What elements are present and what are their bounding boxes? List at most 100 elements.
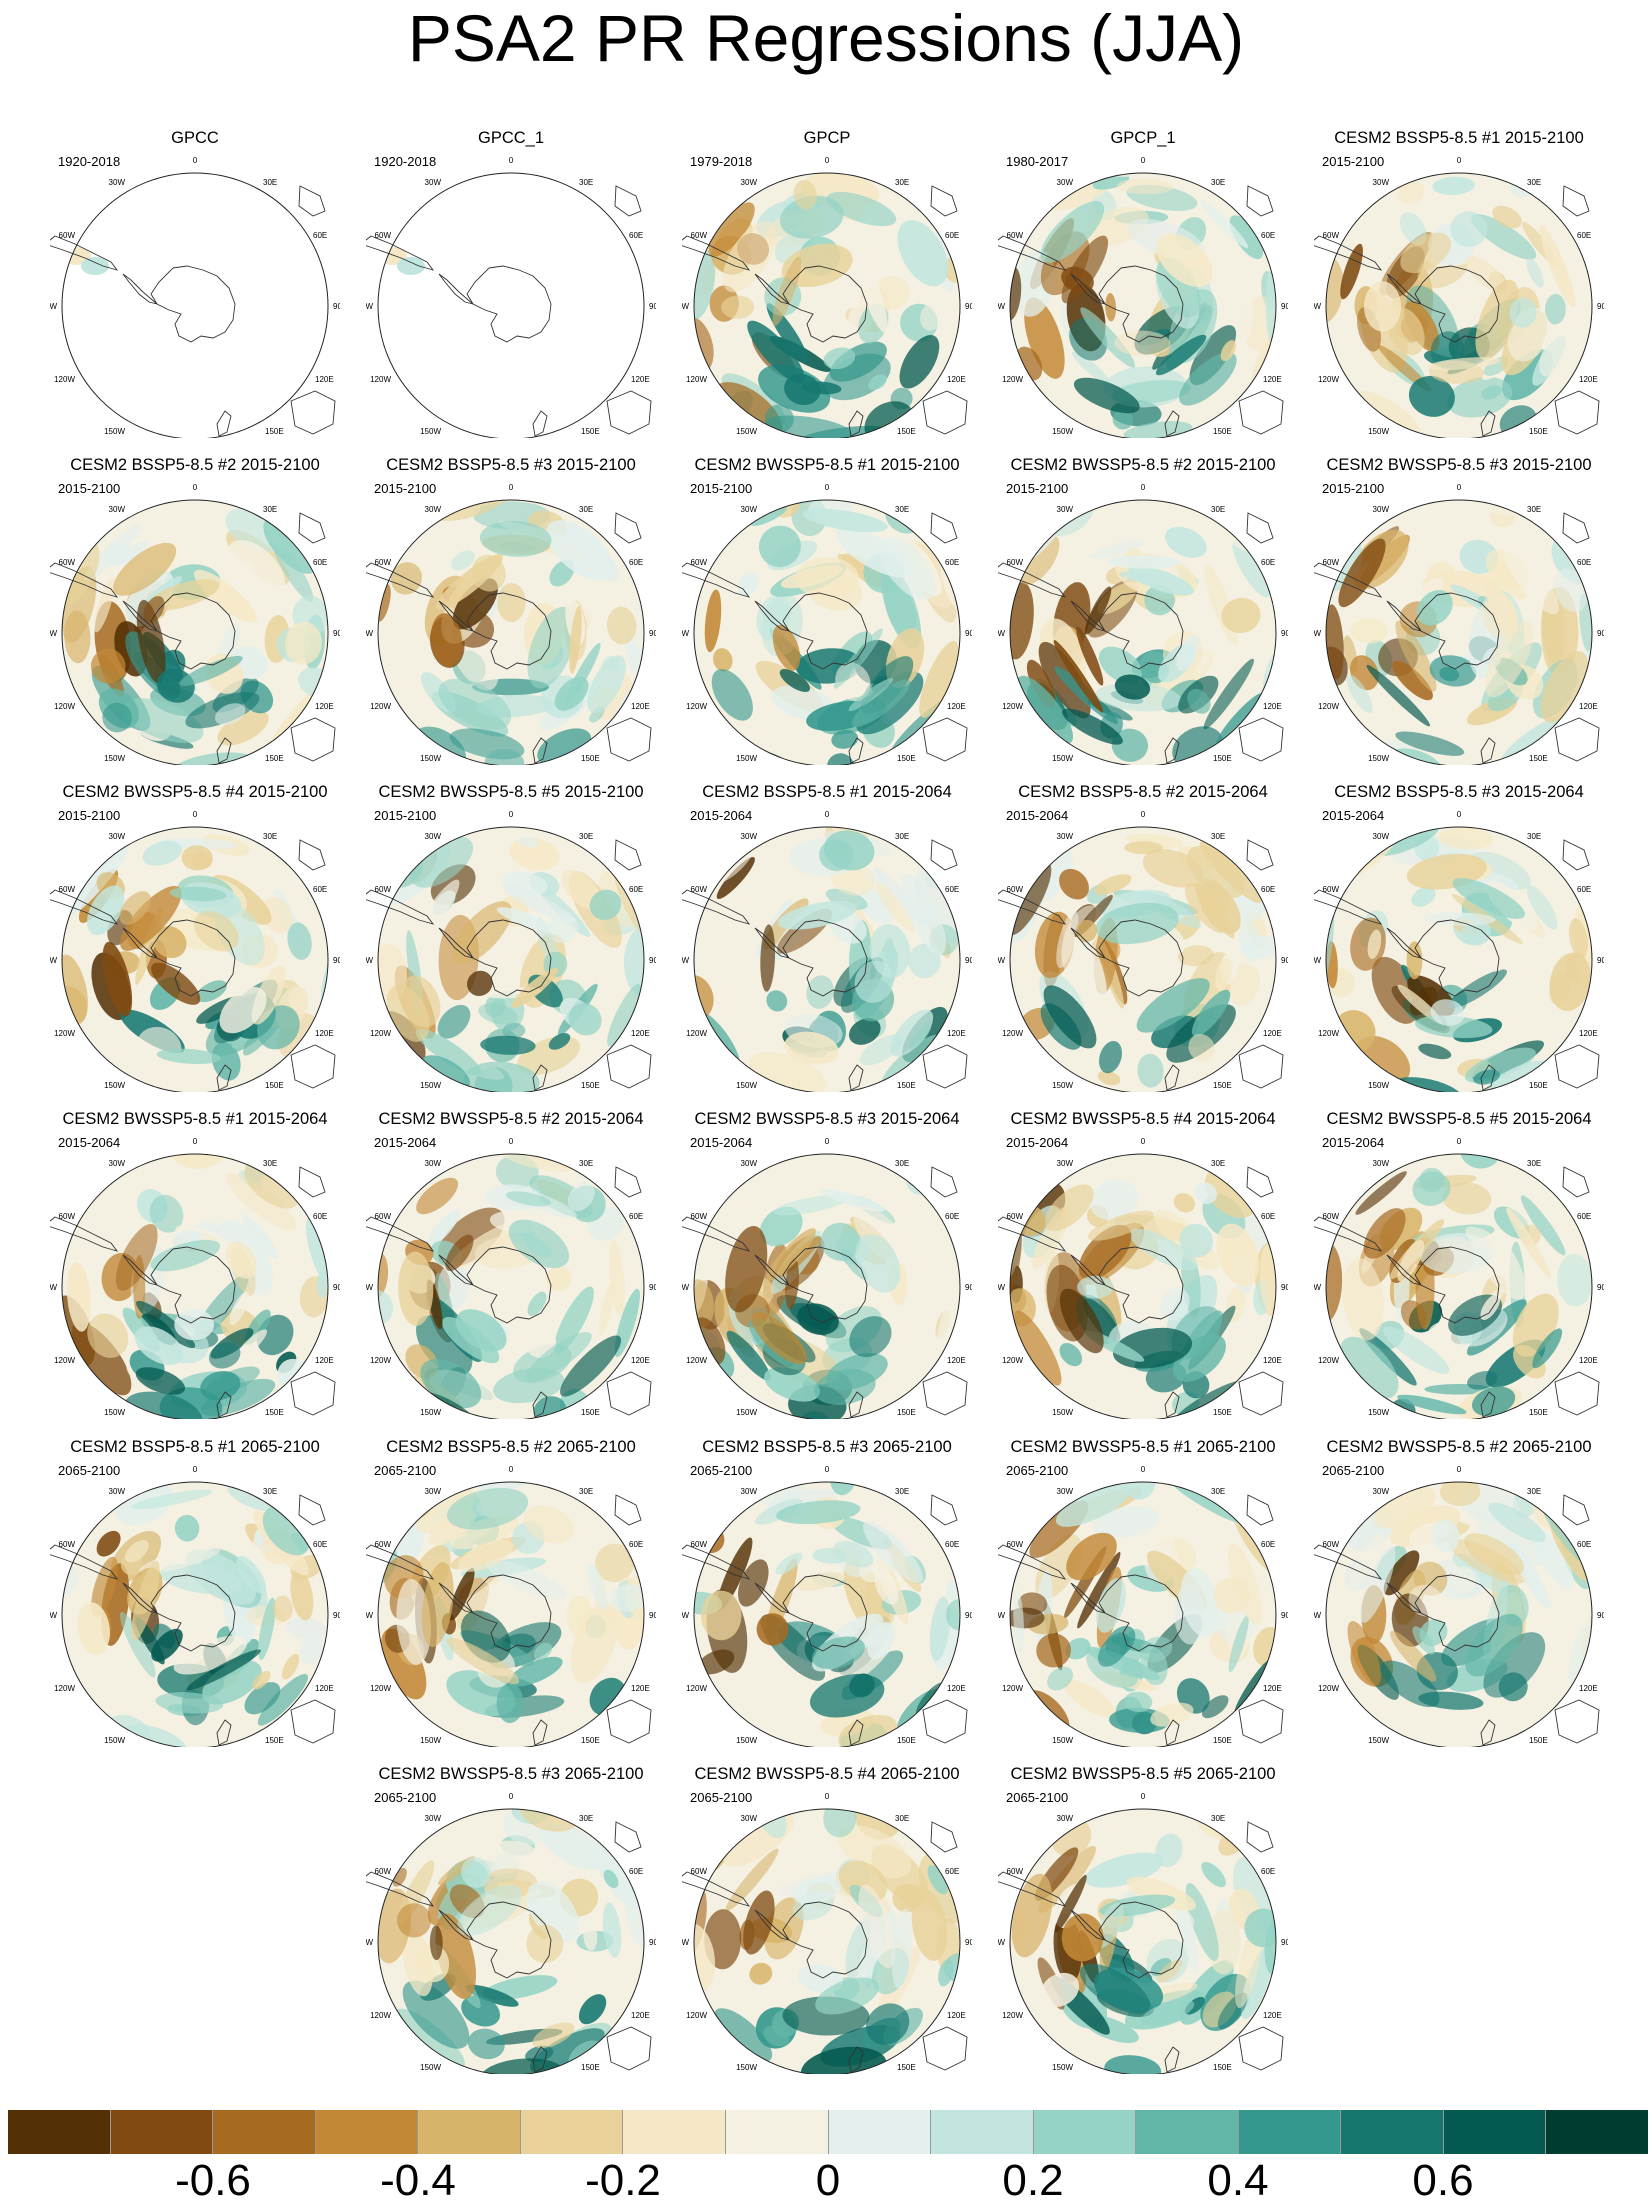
longitude-label: 150W — [1052, 1081, 1073, 1090]
regression-blob — [809, 1673, 885, 1718]
colorbar-cell — [213, 2110, 316, 2154]
regression-blob — [285, 621, 322, 665]
map-panel: CESM2 BWSSP5-8.5 #2 2015-2100 2015-2100 0 1… — [998, 455, 1288, 765]
regression-blob — [1013, 1589, 1024, 1653]
regression-blob — [1465, 255, 1508, 294]
regression-blob — [446, 1637, 520, 1685]
regression-blob — [1439, 666, 1460, 682]
polar-map: 018030E60E90E120E150E30W60W90W120W150W — [1314, 1465, 1604, 1747]
longitude-label: 30W — [425, 1159, 442, 1168]
longitude-label: 30E — [263, 505, 277, 514]
regression-blob — [151, 1628, 183, 1662]
regression-blob — [1480, 1293, 1501, 1321]
longitude-label: 60E — [629, 231, 643, 240]
regression-blob — [1203, 658, 1254, 730]
longitude-label: 30E — [895, 1487, 909, 1496]
longitude-label: 90W — [366, 629, 373, 638]
panel-title: CESM2 BWSSP5-8.5 #5 2015-2064 — [1326, 1110, 1592, 1128]
longitude-label: 30E — [895, 505, 909, 514]
longitude-label: 150W — [736, 2063, 757, 2072]
longitude-label: 30E — [579, 178, 593, 187]
regression-blob — [131, 1560, 160, 1641]
longitude-label: 0 — [509, 156, 514, 165]
regression-blob — [1095, 902, 1179, 945]
regression-blob — [242, 1214, 278, 1259]
longitude-label: 30W — [741, 1814, 758, 1823]
regression-blob — [560, 1335, 622, 1397]
regression-blob — [416, 1315, 473, 1376]
regression-blob — [1024, 297, 1065, 379]
regression-blob — [1157, 1959, 1183, 1983]
regression-blob — [785, 1257, 799, 1310]
regression-blob — [1076, 626, 1104, 686]
regression-blob — [153, 926, 187, 959]
longitude-label: 150E — [1529, 427, 1548, 436]
regression-blob — [1471, 213, 1537, 260]
regression-blob — [150, 1239, 221, 1272]
longitude-label: 120E — [631, 2011, 650, 2020]
longitude-label: 0 — [1141, 1465, 1146, 1474]
regression-blob — [71, 1322, 132, 1396]
polar-map: 018030E60E90E120E150E30W60W90W120W150W — [50, 1465, 340, 1747]
longitude-label: 120W — [370, 1684, 391, 1693]
longitude-label: 150W — [104, 427, 125, 436]
regression-blob — [1128, 1228, 1198, 1271]
regression-blob — [1532, 1328, 1563, 1369]
regression-blob — [1346, 674, 1373, 713]
longitude-label: 30W — [1373, 832, 1390, 841]
longitude-label: 120W — [54, 1684, 75, 1693]
longitude-label: 30W — [741, 1487, 758, 1496]
panel-title: GPCP_1 — [1110, 129, 1176, 147]
regression-blob — [593, 1840, 642, 1909]
regression-blob — [722, 221, 777, 293]
longitude-label: 30W — [425, 832, 442, 841]
regression-blob — [208, 1342, 241, 1369]
longitude-label: 0 — [509, 1465, 514, 1474]
panel-title: CESM2 BWSSP5-8.5 #4 2065-2100 — [694, 1765, 960, 1783]
regression-blob — [539, 1821, 605, 1871]
longitude-label: 60E — [1577, 1540, 1591, 1549]
regression-blob — [747, 320, 805, 384]
regression-blob — [1509, 297, 1537, 328]
regression-blob — [927, 1865, 948, 1895]
panel-title: CESM2 BWSSP5-8.5 #4 2015-2064 — [1010, 1110, 1276, 1128]
regression-blob — [1498, 1672, 1528, 1702]
regression-blob — [1187, 688, 1211, 714]
coastline — [998, 1821, 1284, 2073]
regression-blob — [546, 520, 614, 581]
map-boundary — [377, 826, 645, 1092]
regression-blob — [1196, 636, 1215, 674]
longitude-label: 120E — [1579, 702, 1598, 711]
longitude-label: 120E — [1579, 1029, 1598, 1038]
panel-years: 2015-2064 — [1322, 1135, 1385, 1150]
longitude-label: 150E — [1213, 427, 1232, 436]
longitude-label: 0 — [825, 156, 830, 165]
longitude-label: 60E — [945, 1212, 959, 1221]
longitude-label: 150E — [1213, 2063, 1232, 2072]
regression-blob — [1465, 1613, 1523, 1677]
coastline — [50, 839, 336, 1091]
longitude-label: 150W — [104, 754, 125, 763]
regression-blob — [282, 1653, 300, 1680]
regression-blob — [1040, 201, 1105, 263]
longitude-label: 60E — [313, 231, 327, 240]
panel-years: 2015-2064 — [1322, 808, 1385, 823]
regression-blob — [1481, 594, 1517, 639]
longitude-label: 0 — [1457, 156, 1462, 165]
regression-blob — [1424, 912, 1496, 926]
longitude-label: 0 — [1457, 1465, 1462, 1474]
regression-blob — [1363, 1208, 1406, 1259]
regression-blob — [1349, 1532, 1385, 1590]
regression-blob — [87, 1313, 129, 1358]
regression-blob — [1156, 233, 1213, 287]
regression-blob — [694, 1279, 715, 1328]
longitude-label: 90E — [649, 1938, 656, 1947]
regression-blob — [252, 1670, 271, 1690]
longitude-label: 120E — [947, 375, 966, 384]
regression-blob — [1400, 232, 1452, 274]
regression-blob — [708, 202, 755, 257]
regression-blob — [1053, 640, 1104, 713]
polar-map: 018030E60E90E120E150E30W60W90W120W150W — [50, 483, 340, 765]
longitude-label: 60W — [691, 558, 708, 567]
regression-blob — [1380, 1660, 1440, 1708]
